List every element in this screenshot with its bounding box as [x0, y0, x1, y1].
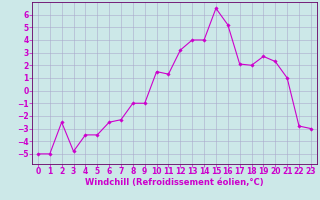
X-axis label: Windchill (Refroidissement éolien,°C): Windchill (Refroidissement éolien,°C): [85, 178, 264, 187]
